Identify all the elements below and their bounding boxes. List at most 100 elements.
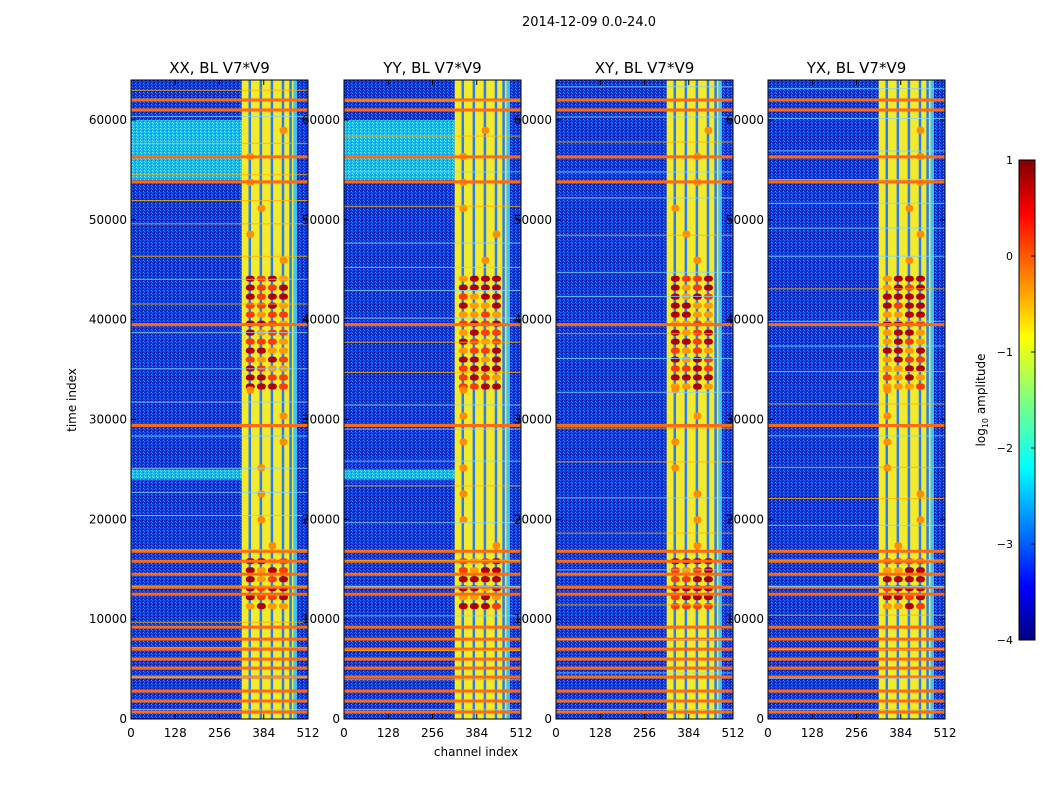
emission-blob [278, 383, 288, 390]
rfi-row [131, 323, 308, 327]
emission-blob [882, 374, 892, 381]
rfi-row [556, 689, 733, 693]
emission-blob [904, 374, 914, 381]
band-stripe [714, 80, 717, 719]
emission-blob [469, 383, 479, 390]
faint-row [768, 255, 945, 257]
emission-patch [682, 230, 691, 238]
emission-blob [904, 302, 914, 309]
x-tick-label: 128 [589, 726, 612, 740]
emission-blob [882, 275, 892, 282]
y-tick-label: 50000 [302, 213, 340, 227]
faint-row [344, 404, 521, 406]
rfi-row [768, 689, 945, 693]
emission-blob [267, 374, 277, 381]
x-tick-label: 256 [845, 726, 868, 740]
emission-blob [491, 275, 501, 282]
emission-blob [480, 567, 490, 574]
emission-patch [459, 412, 468, 420]
emission-blob [480, 347, 490, 354]
emission-patch [279, 412, 288, 420]
emission-blob [491, 347, 501, 354]
faint-row [556, 391, 733, 393]
emission-patch [481, 126, 490, 134]
faint-row [768, 524, 945, 526]
emission-blob [692, 329, 702, 336]
emission-blob [904, 311, 914, 318]
emission-blob [692, 365, 702, 372]
x-tick-label: 384 [252, 726, 275, 740]
colorbar-gradient [1018, 159, 1036, 641]
emission-blob [458, 284, 468, 291]
rfi-row [131, 549, 308, 553]
faint-row [768, 179, 945, 181]
emission-blob [904, 347, 914, 354]
rfi-row [556, 710, 733, 714]
rfi-row [131, 666, 308, 670]
emission-blob [915, 356, 925, 363]
faint-row [131, 368, 308, 370]
emission-patch [883, 464, 892, 472]
emission-blob [267, 338, 277, 345]
band-stripe [494, 80, 498, 719]
emission-patch [693, 412, 702, 420]
faint-row [344, 100, 521, 102]
emission-blob [692, 374, 702, 381]
rfi-row [131, 637, 308, 641]
emission-blob [267, 293, 277, 300]
x-tick-label: 512 [297, 726, 320, 740]
rfi-row [768, 657, 945, 661]
x-tick-label: 0 [552, 726, 560, 740]
emission-blob [458, 356, 468, 363]
emission-blob [882, 311, 892, 318]
emission-blob [915, 311, 925, 318]
band-stripe [289, 80, 292, 719]
emission-blob [278, 374, 288, 381]
emission-blob [882, 356, 892, 363]
colorbar-ticks: 1 0 −1 −2 −3 −4 [997, 154, 1035, 647]
heatmap-image [556, 80, 733, 719]
emission-blob [278, 311, 288, 318]
rfi-row [556, 592, 733, 596]
emission-blob [458, 338, 468, 345]
emission-blob [491, 338, 501, 345]
figure-suptitle: 2014-12-09 0.0-24.0 [522, 15, 656, 30]
emission-blob [480, 311, 490, 318]
faint-row [344, 341, 521, 343]
y-tick-label: 10000 [302, 612, 340, 626]
rfi-row [768, 572, 945, 576]
emission-blob [692, 284, 702, 291]
faint-row [344, 586, 521, 588]
emission-blob [491, 284, 501, 291]
rfi-row [344, 675, 521, 679]
rfi-row [768, 549, 945, 553]
faint-row [344, 317, 521, 319]
faint-row [556, 171, 733, 173]
rfi-row [344, 666, 521, 670]
heatmap-image [131, 80, 308, 719]
rfi-row [556, 637, 733, 641]
rfi-row [556, 666, 733, 670]
x-tick-label: 128 [801, 726, 824, 740]
faint-row [131, 303, 308, 305]
y-tick-label: 20000 [514, 512, 552, 526]
x-tick-label: 384 [889, 726, 912, 740]
emission-blob [703, 275, 713, 282]
emission-blob [681, 383, 691, 390]
y-tick-label: 60000 [726, 113, 764, 127]
faint-row [768, 227, 945, 229]
faint-row [344, 709, 521, 711]
emission-blob [915, 284, 925, 291]
rfi-row [556, 647, 733, 651]
emission-patch [459, 516, 468, 524]
rfi-row [131, 585, 308, 589]
rfi-row [344, 657, 521, 661]
cyan-block [344, 469, 455, 480]
emission-blob [681, 275, 691, 282]
x-tick-label: 256 [633, 726, 656, 740]
emission-blob [491, 302, 501, 309]
emission-blob [882, 347, 892, 354]
emission-blob [681, 356, 691, 363]
emission-blob [882, 567, 892, 574]
emission-patch [246, 386, 255, 394]
